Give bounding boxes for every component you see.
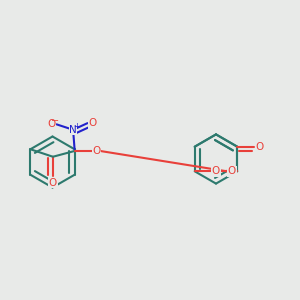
Text: +: + <box>73 122 80 130</box>
Text: N: N <box>69 125 77 135</box>
Text: O: O <box>256 142 264 152</box>
Text: O: O <box>212 166 220 176</box>
Text: O: O <box>228 166 236 176</box>
Text: O: O <box>89 118 97 128</box>
Text: O: O <box>92 146 101 156</box>
Text: O: O <box>49 178 57 188</box>
Text: −: − <box>51 116 59 126</box>
Text: O: O <box>47 119 55 129</box>
